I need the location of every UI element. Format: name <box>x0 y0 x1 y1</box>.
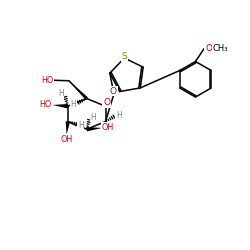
Polygon shape <box>86 127 102 132</box>
Text: S: S <box>122 52 128 61</box>
Polygon shape <box>52 104 68 108</box>
Text: O: O <box>103 98 110 107</box>
Polygon shape <box>69 81 88 100</box>
Text: H: H <box>90 112 96 122</box>
Text: H: H <box>71 100 76 109</box>
Text: O: O <box>110 87 117 96</box>
Text: HO: HO <box>41 76 53 85</box>
Text: OH: OH <box>102 123 114 132</box>
Text: CH₃: CH₃ <box>212 44 228 52</box>
Text: H: H <box>116 110 122 120</box>
Text: O: O <box>205 44 212 52</box>
Polygon shape <box>66 121 70 134</box>
Text: H: H <box>78 121 84 130</box>
Text: HO: HO <box>40 100 52 110</box>
Text: H: H <box>58 89 64 98</box>
Text: OH: OH <box>60 135 73 144</box>
